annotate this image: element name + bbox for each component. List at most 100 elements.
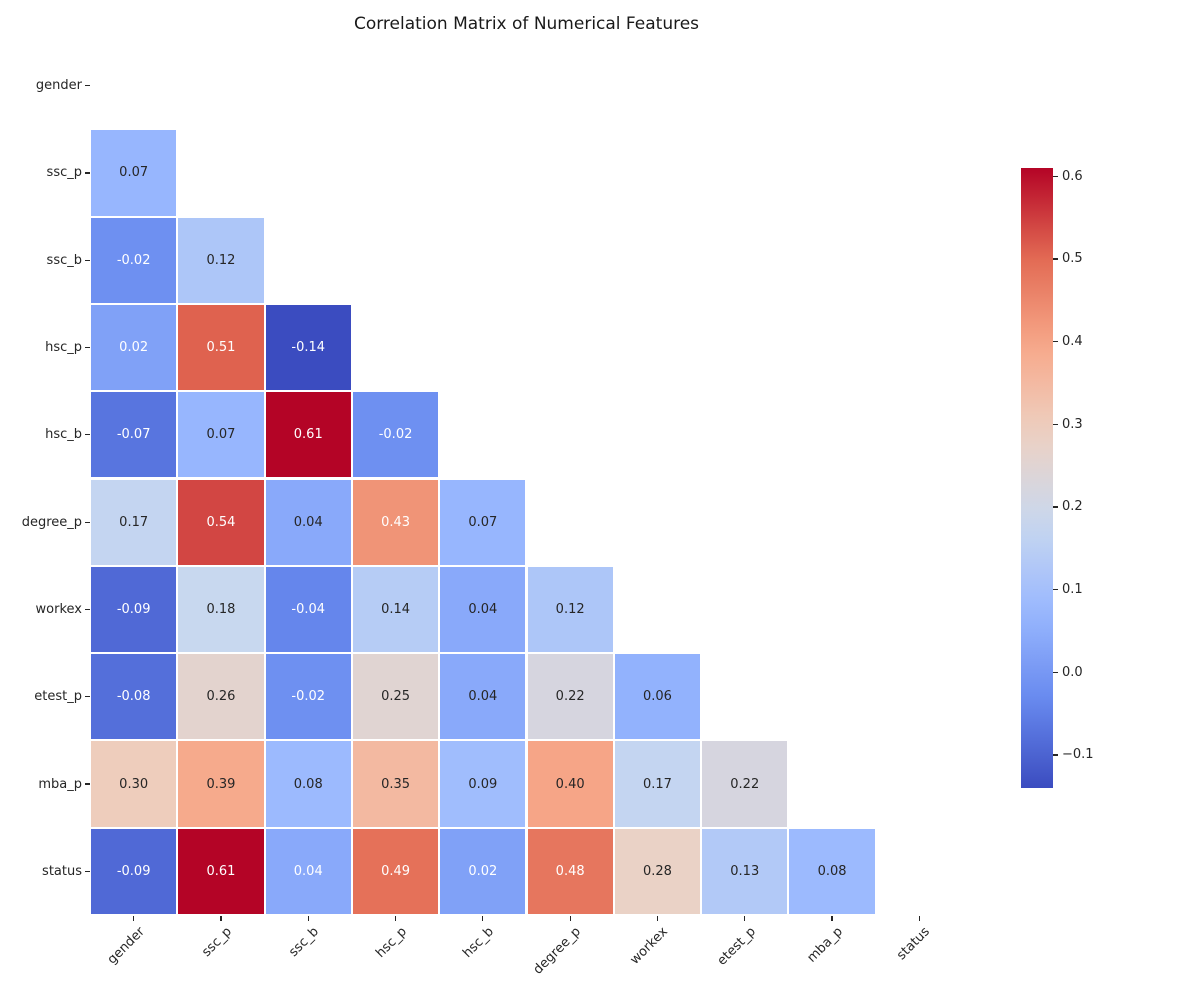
heatmap-cell-degree_p-gender: 0.17 bbox=[90, 478, 178, 566]
heatmap-cell-hsc_p-ssc_p: 0.51 bbox=[177, 303, 265, 392]
colorbar-tick-label: −0.1 bbox=[1062, 747, 1094, 763]
heatmap-cell-status-mba_p: 0.08 bbox=[788, 827, 876, 915]
x-tick-mark bbox=[133, 915, 135, 921]
heatmap-cell-etest_p-workex: 0.06 bbox=[613, 653, 702, 741]
heatmap-cell-status-ssc_p: 0.61 bbox=[177, 827, 265, 915]
x-tick-label-mba_p: mba_p bbox=[804, 924, 846, 966]
y-tick-mark bbox=[84, 521, 90, 523]
heatmap-cell-status-etest_p: 0.13 bbox=[701, 827, 789, 915]
y-tick-mark bbox=[84, 85, 90, 87]
x-tick-mark bbox=[569, 915, 571, 921]
y-tick-label-ssc_p: ssc_p bbox=[46, 165, 82, 181]
x-tick-mark bbox=[220, 915, 222, 921]
heatmap-cell-workex-degree_p: 0.12 bbox=[526, 565, 614, 654]
chart-title: Correlation Matrix of Numerical Features bbox=[353, 14, 700, 34]
heatmap-cell-status-hsc_b: 0.02 bbox=[439, 827, 527, 915]
x-tick-label-ssc_b: ssc_b bbox=[286, 924, 323, 960]
x-tick-mark bbox=[656, 915, 659, 921]
colorbar-tick-label: 0.6 bbox=[1062, 168, 1083, 184]
heatmap-cell-workex-gender: -0.09 bbox=[90, 565, 178, 654]
colorbar-tick-mark bbox=[1053, 506, 1058, 508]
y-tick-label-degree_p: degree_p bbox=[21, 514, 82, 530]
heatmap-cell-mba_p-hsc_b: 0.09 bbox=[439, 740, 527, 828]
colorbar-tick-mark bbox=[1053, 671, 1058, 673]
y-tick-label-mba_p: mba_p bbox=[38, 776, 82, 792]
y-tick-mark bbox=[84, 346, 90, 349]
heatmap-cell-etest_p-hsc_b: 0.04 bbox=[439, 653, 527, 741]
y-tick-label-hsc_p: hsc_p bbox=[45, 340, 82, 356]
heatmap-cell-degree_p-hsc_b: 0.07 bbox=[439, 478, 527, 566]
heatmap-cell-status-degree_p: 0.48 bbox=[526, 827, 614, 915]
heatmap-cell-etest_p-gender: -0.08 bbox=[90, 653, 178, 741]
y-tick-mark bbox=[84, 608, 90, 611]
heatmap-cell-mba_p-gender: 0.30 bbox=[90, 740, 178, 828]
heatmap-cell-mba_p-workex: 0.17 bbox=[613, 740, 702, 828]
colorbar-tick-label: 0.1 bbox=[1062, 582, 1083, 598]
heatmap-cell-mba_p-ssc_p: 0.39 bbox=[177, 740, 265, 828]
y-tick-mark bbox=[84, 259, 90, 261]
y-tick-label-workex: workex bbox=[35, 601, 82, 617]
x-tick-label-ssc_p: ssc_p bbox=[199, 924, 235, 960]
colorbar-tick-label: 0.2 bbox=[1062, 499, 1083, 515]
colorbar-tick-mark bbox=[1053, 258, 1058, 260]
x-tick-label-degree_p: degree_p bbox=[530, 924, 585, 978]
y-tick-label-status: status bbox=[42, 863, 82, 879]
heatmap-cell-mba_p-ssc_b: 0.08 bbox=[264, 740, 352, 828]
heatmap-cell-hsc_p-gender: 0.02 bbox=[90, 303, 178, 392]
x-tick-mark bbox=[482, 915, 484, 921]
colorbar-tick-mark bbox=[1053, 754, 1058, 756]
x-tick-label-hsc_b: hsc_b bbox=[460, 924, 497, 962]
heatmap-cell-degree_p-hsc_p: 0.43 bbox=[351, 478, 440, 566]
heatmap-cell-hsc_p-ssc_b: -0.14 bbox=[264, 303, 352, 392]
heatmap-cell-etest_p-ssc_b: -0.02 bbox=[264, 653, 352, 741]
colorbar-tick-mark bbox=[1053, 341, 1058, 343]
y-tick-label-gender: gender bbox=[35, 78, 82, 94]
heatmap-cell-mba_p-degree_p: 0.40 bbox=[526, 740, 614, 828]
heatmap-cell-hsc_b-ssc_p: 0.07 bbox=[177, 391, 265, 479]
colorbar-tick-mark bbox=[1053, 175, 1058, 177]
x-tick-mark bbox=[744, 915, 746, 921]
x-tick-mark bbox=[394, 915, 397, 921]
heatmap-cell-status-ssc_b: 0.04 bbox=[264, 827, 352, 915]
heatmap-cell-mba_p-etest_p: 0.22 bbox=[701, 740, 789, 828]
y-tick-label-ssc_b: ssc_b bbox=[46, 252, 82, 268]
x-tick-label-status: status bbox=[894, 924, 934, 964]
heatmap-cell-status-workex: 0.28 bbox=[613, 827, 702, 915]
colorbar-tick-label: 0.5 bbox=[1062, 251, 1083, 267]
heatmap-cell-workex-hsc_p: 0.14 bbox=[351, 565, 440, 654]
y-tick-mark bbox=[84, 434, 90, 436]
y-tick-mark bbox=[84, 696, 90, 698]
colorbar-tick-label: 0.4 bbox=[1062, 334, 1083, 350]
colorbar-tick-mark bbox=[1053, 589, 1058, 591]
x-tick-mark bbox=[918, 915, 920, 921]
y-tick-mark bbox=[84, 783, 90, 785]
x-tick-label-etest_p: etest_p bbox=[714, 924, 759, 969]
heatmap-cell-degree_p-ssc_b: 0.04 bbox=[264, 478, 352, 566]
x-tick-mark bbox=[307, 915, 309, 921]
x-tick-mark bbox=[831, 915, 833, 921]
heatmap-cell-degree_p-ssc_p: 0.54 bbox=[177, 478, 265, 566]
y-tick-label-hsc_b: hsc_b bbox=[45, 427, 82, 443]
heatmap-cell-etest_p-ssc_p: 0.26 bbox=[177, 653, 265, 741]
heatmap-cell-hsc_b-hsc_p: -0.02 bbox=[351, 391, 440, 479]
heatmap-cell-hsc_b-ssc_b: 0.61 bbox=[264, 391, 352, 479]
heatmap-cell-ssc_b-gender: -0.02 bbox=[90, 216, 178, 304]
y-tick-mark bbox=[84, 172, 90, 174]
heatmap-cell-ssc_b-ssc_p: 0.12 bbox=[177, 216, 265, 304]
heatmap-cell-workex-ssc_b: -0.04 bbox=[264, 565, 352, 654]
heatmap-cell-workex-hsc_b: 0.04 bbox=[439, 565, 527, 654]
y-tick-mark bbox=[84, 870, 90, 872]
x-tick-label-workex: workex bbox=[627, 924, 672, 968]
y-tick-label-etest_p: etest_p bbox=[34, 689, 82, 705]
heatmap-cell-etest_p-degree_p: 0.22 bbox=[526, 653, 614, 741]
x-tick-label-gender: gender bbox=[104, 924, 148, 968]
heatmap-cell-ssc_p-gender: 0.07 bbox=[90, 129, 178, 217]
heatmap-cell-status-hsc_p: 0.49 bbox=[351, 827, 440, 915]
colorbar bbox=[1021, 168, 1053, 788]
heatmap-cell-status-gender: -0.09 bbox=[90, 827, 178, 915]
x-tick-label-hsc_p: hsc_p bbox=[372, 924, 410, 962]
heatmap-cell-hsc_b-gender: -0.07 bbox=[90, 391, 178, 479]
heatmap-cell-workex-ssc_p: 0.18 bbox=[177, 565, 265, 654]
heatmap-cell-etest_p-hsc_p: 0.25 bbox=[351, 653, 440, 741]
